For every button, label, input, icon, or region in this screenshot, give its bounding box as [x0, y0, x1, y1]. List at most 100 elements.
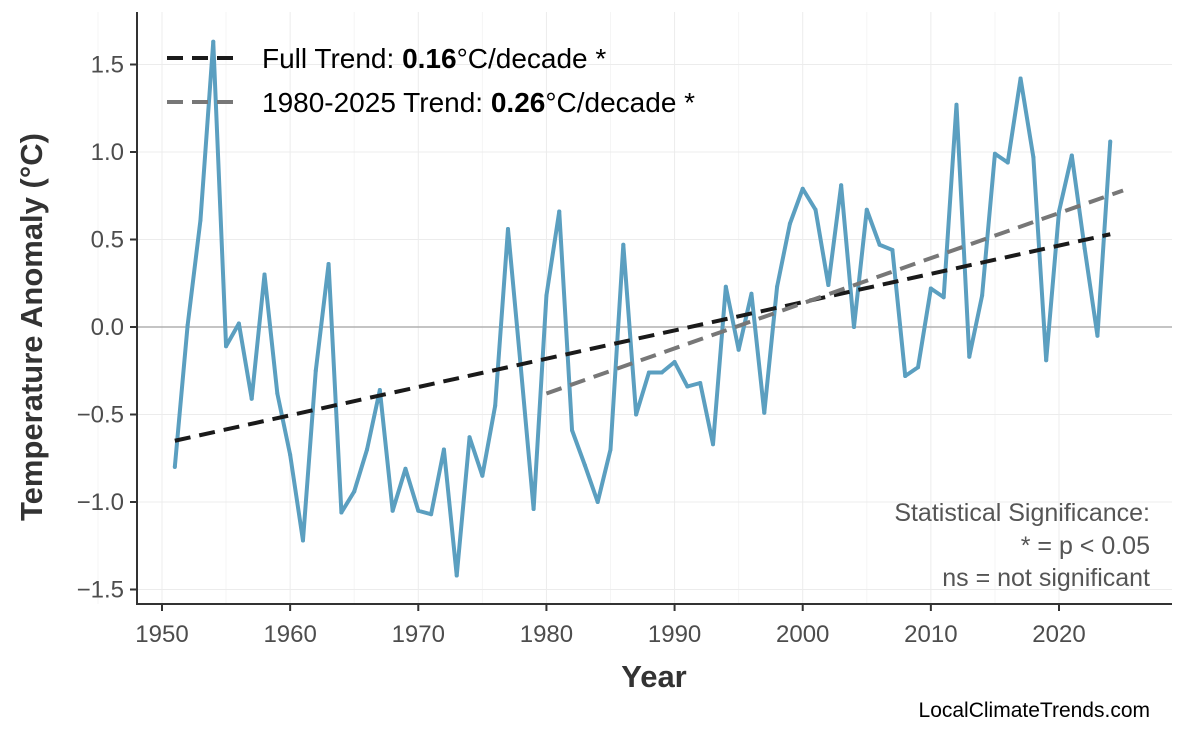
- anomaly-point: [544, 293, 549, 298]
- anomaly-point: [172, 465, 177, 469]
- annotation-line-2: * = p < 0.05: [1021, 532, 1150, 560]
- anomaly-point: [1082, 246, 1087, 251]
- x-axis-label: Year: [621, 659, 687, 694]
- anomaly-point: [1031, 155, 1036, 160]
- anomaly-point: [198, 218, 203, 223]
- anomaly-point: [531, 507, 536, 511]
- anomaly-point: [185, 323, 190, 328]
- anomaly-point: [813, 207, 818, 212]
- legend: Full Trend: 0.16°C/decade * 1980-2025 Tre…: [167, 43, 695, 118]
- anomaly-point: [1044, 358, 1049, 363]
- x-tick-label: 2000: [776, 621, 829, 648]
- anomaly-point: [826, 283, 831, 287]
- anomaly-point: [505, 227, 510, 231]
- anomaly-point: [698, 381, 703, 385]
- anomaly-point: [390, 508, 395, 513]
- x-tick-label: 2020: [1032, 621, 1085, 648]
- anomaly-point: [1018, 76, 1023, 81]
- anomaly-point: [416, 508, 421, 513]
- y-tick-label: 1.0: [91, 139, 124, 166]
- anomaly-point: [723, 284, 728, 289]
- anomaly-point: [890, 248, 895, 252]
- anomaly-point: [211, 39, 216, 44]
- trend-line-2: [545, 188, 1124, 396]
- anomaly-point: [736, 347, 741, 352]
- legend-label-2: 1980-2025 Trend: 0.26°C/decade *: [262, 87, 695, 118]
- anomaly-point: [288, 452, 293, 457]
- anomaly-point: [224, 344, 229, 349]
- anomaly-point: [339, 510, 344, 515]
- anomaly-point: [685, 384, 690, 389]
- anomaly-point: [352, 489, 357, 494]
- anomaly-point: [967, 354, 972, 359]
- legend-label-1: Full Trend: 0.16°C/decade *: [262, 43, 606, 74]
- anomaly-point: [557, 209, 562, 214]
- anomaly-point: [275, 391, 280, 396]
- anomaly-point: [262, 272, 267, 277]
- anomaly-point: [800, 186, 805, 191]
- annotation-line-1: Statistical Significance:: [894, 499, 1150, 527]
- anomaly-point: [762, 410, 767, 415]
- anomaly-point: [493, 403, 498, 408]
- x-tick-label: 1990: [648, 621, 701, 648]
- anomaly-point: [634, 412, 639, 417]
- credit-text: LocalClimateTrends.com: [919, 699, 1150, 722]
- anomaly-point: [954, 102, 959, 107]
- x-tick-label: 1980: [520, 621, 573, 648]
- x-tick-label: 1950: [135, 621, 188, 648]
- y-tick-label: −1.5: [77, 577, 124, 604]
- anomaly-point: [711, 442, 716, 447]
- anomaly-point: [1095, 333, 1100, 338]
- anomaly-point: [608, 447, 613, 452]
- y-tick-label: 1.5: [91, 52, 124, 79]
- anomaly-point: [595, 500, 600, 504]
- x-tick-label: 2010: [904, 621, 957, 648]
- anomaly-point: [672, 360, 677, 364]
- anomaly-point: [570, 428, 575, 433]
- anomaly-point: [864, 207, 869, 212]
- anomaly-point: [749, 291, 754, 296]
- gridlines: [97, 12, 1172, 604]
- y-tick-label: 0.0: [91, 314, 124, 341]
- anomaly-point: [454, 573, 459, 578]
- x-tick-label: 1970: [392, 621, 445, 648]
- anomaly-point: [236, 321, 241, 326]
- anomaly-series-line: [172, 39, 1113, 578]
- anomaly-point: [839, 183, 844, 188]
- anomaly-point: [1057, 209, 1061, 214]
- trend-layer: [174, 188, 1124, 443]
- anomaly-point: [928, 286, 933, 291]
- anomaly-point: [941, 295, 946, 300]
- anomaly-point: [877, 242, 882, 247]
- anomaly-point: [903, 374, 908, 378]
- anomaly-point: [851, 325, 856, 329]
- anomaly-point: [300, 538, 305, 543]
- series-layer: [172, 39, 1113, 578]
- anomaly-point: [659, 370, 664, 375]
- anomaly-point: [249, 396, 254, 401]
- anomaly-point: [1069, 153, 1074, 158]
- axis-ticks: 1950 1960 1970 1980 1990 2000 2010 2020 −1.5 −1.0…: [77, 52, 1086, 649]
- anomaly-point: [403, 466, 408, 471]
- anomaly-point: [313, 368, 318, 373]
- x-tick-label: 1960: [263, 621, 316, 648]
- anomaly-point: [467, 435, 472, 440]
- anomaly-point: [582, 463, 587, 468]
- y-axis-label: Temperature Anomaly (°C): [14, 133, 49, 521]
- anomaly-point: [787, 221, 792, 226]
- anomaly-point: [992, 151, 997, 156]
- trend-line-1: [174, 232, 1111, 443]
- annotation-line-3: ns = not significant: [942, 564, 1150, 592]
- y-tick-label: −1.0: [77, 489, 124, 516]
- anomaly-point: [621, 242, 626, 247]
- anomaly-point: [326, 262, 331, 266]
- anomaly-point: [1005, 160, 1010, 165]
- anomaly-point: [1108, 139, 1113, 144]
- anomaly-point: [916, 365, 921, 370]
- anomaly-point: [441, 447, 446, 452]
- anomaly-point: [646, 370, 651, 375]
- y-tick-label: 0.5: [91, 227, 124, 254]
- anomaly-point: [980, 293, 985, 298]
- anomaly-point: [429, 512, 434, 517]
